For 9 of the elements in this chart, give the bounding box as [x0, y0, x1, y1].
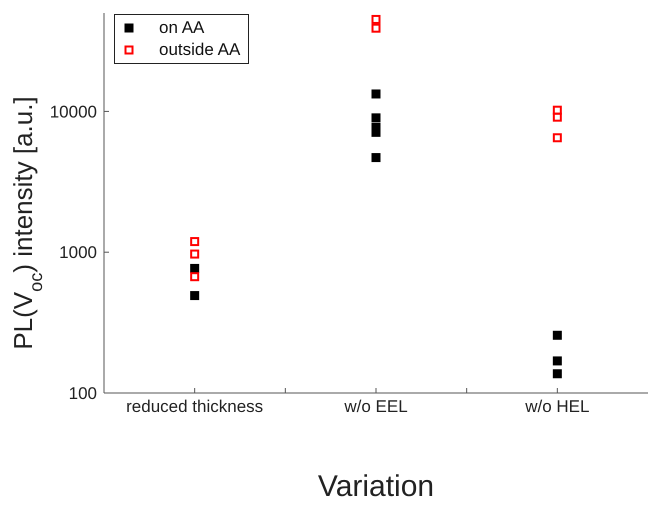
y-tick-label: 1000 [59, 243, 97, 262]
x-tick-label: w/o HEL [524, 397, 590, 416]
y-tick-label: 100 [68, 384, 97, 404]
x-axis-title: Variation [318, 470, 434, 503]
y-tick-label: 10000 [50, 102, 97, 122]
x-tick-label: w/o EEL [343, 397, 408, 416]
legend-label: outside AA [159, 39, 240, 61]
x-tick-label: reduced thickness [126, 397, 264, 416]
legend-label: on AA [159, 17, 204, 39]
